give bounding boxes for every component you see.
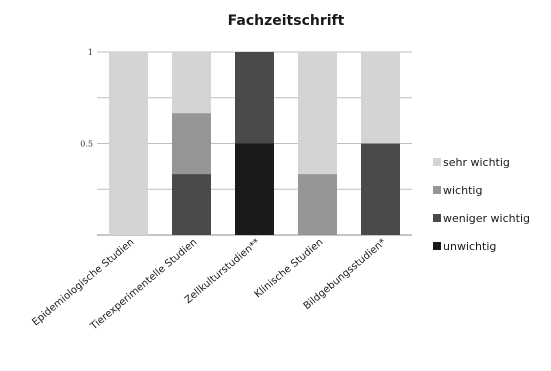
bar-segment xyxy=(298,52,337,175)
chart-title: Fachzeitschrift xyxy=(228,13,345,29)
legend-swatch xyxy=(433,158,441,166)
bar-segment xyxy=(235,143,274,235)
bar-segment xyxy=(172,113,211,175)
x-tick-label: Epidemiologische Studien xyxy=(30,237,136,328)
bar-segment xyxy=(172,174,211,235)
legend-swatch xyxy=(433,242,441,250)
bar-segment xyxy=(361,143,400,235)
legend-label: sehr wichtig xyxy=(443,156,510,169)
x-tick-label: Klinische Studien xyxy=(253,237,326,301)
legend-label: unwichtig xyxy=(443,240,496,253)
bar-segment xyxy=(235,52,274,144)
y-axis-ticks: 0.51 xyxy=(80,48,93,149)
bar-segment xyxy=(361,52,400,144)
y-tick-label: 0.5 xyxy=(80,140,93,149)
bar-segment xyxy=(109,52,148,235)
y-tick-label: 1 xyxy=(88,48,93,57)
x-axis-ticks: Epidemiologische StudienTierexperimentel… xyxy=(30,237,388,333)
x-tick-label: Tierexperimentelle Studien xyxy=(88,237,200,333)
legend: sehr wichtig wichtig weniger wichtig unwich… xyxy=(433,156,530,253)
legend-swatch xyxy=(433,214,441,222)
legend-label: wichtig xyxy=(443,184,482,197)
bars-layer xyxy=(109,52,400,235)
legend-swatch xyxy=(433,186,441,194)
bar-segment xyxy=(298,174,337,235)
bar-segment xyxy=(172,52,211,114)
legend-label: weniger wichtig xyxy=(443,212,530,225)
